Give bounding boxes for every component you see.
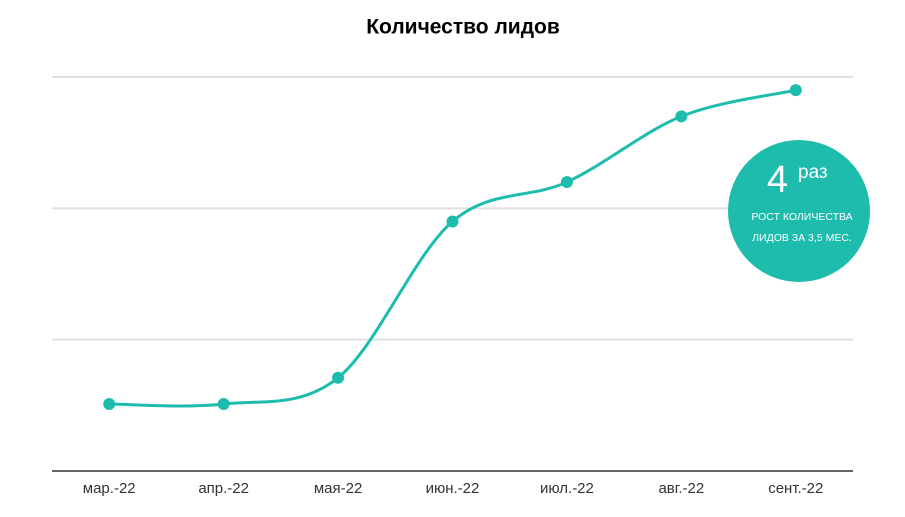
point: [675, 110, 688, 123]
x-tick-label: июн.-22: [426, 480, 480, 497]
point: [103, 398, 116, 411]
badge-text: РОСТ КОЛИЧЕСТВА: [751, 211, 852, 223]
badge-unit: раз: [798, 162, 828, 183]
point: [332, 371, 345, 384]
point: [217, 398, 230, 411]
x-tick-label: авг.-22: [658, 480, 704, 497]
badge: [728, 140, 870, 282]
x-tick-label: апр.-22: [198, 480, 249, 497]
x-tick-label: сент.-22: [768, 480, 823, 497]
line: [109, 88, 797, 408]
point: [446, 215, 459, 228]
x-tick-label: мар.-22: [83, 480, 136, 497]
point: [560, 176, 573, 189]
point: [789, 84, 802, 97]
chart-title: Количество лидов: [366, 16, 560, 39]
x-tick-label: июл.-22: [540, 480, 594, 497]
badge-text: ЛИДОВ ЗА 3,5 МЕС.: [752, 232, 852, 244]
badge-number: 4: [767, 159, 788, 201]
x-tick-label: мая-22: [314, 480, 362, 497]
